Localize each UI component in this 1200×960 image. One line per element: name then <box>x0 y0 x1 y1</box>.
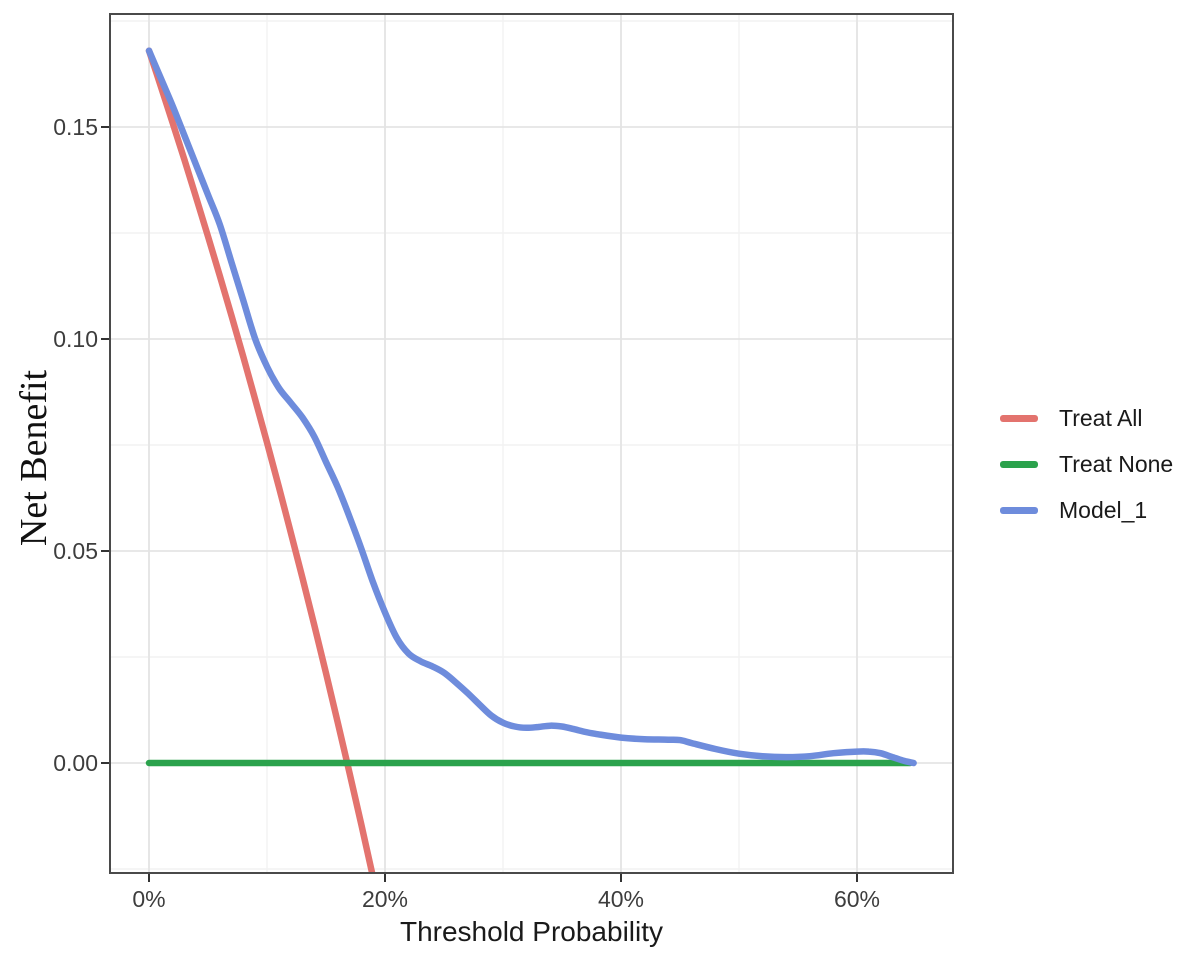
legend-label: Treat None <box>1059 451 1174 477</box>
x-axis-tick-label: 0% <box>132 886 166 912</box>
legend-item-model-1: Model_1 <box>1000 497 1173 524</box>
x-axis-title: Threshold Probability <box>399 916 664 947</box>
legend-label: Treat All <box>1059 405 1143 431</box>
panel-border <box>109 13 954 874</box>
panel-background <box>110 14 953 873</box>
legend: Treat All Treat None Model_1 <box>1000 405 1173 524</box>
x-axis-tick-label: 20% <box>361 886 409 912</box>
y-axis-tick-label: 0.05 <box>53 538 98 564</box>
legend-key-treat-all <box>1000 415 1038 422</box>
legend-item-treat-none: Treat None <box>1000 451 1173 478</box>
y-axis-tick-label: 0.00 <box>53 750 98 776</box>
series-group <box>145 47 917 873</box>
x-axis-tick-label: 60% <box>833 886 881 912</box>
legend-key-model-1 <box>1000 507 1038 514</box>
y-axis-tick-label: 0.10 <box>53 326 98 352</box>
series-line-model-1 <box>145 47 917 767</box>
legend-item-treat-all: Treat All <box>1000 405 1173 432</box>
y-axis-tick-label: 0.15 <box>53 114 98 140</box>
x-axis-tick-label: 40% <box>597 886 645 912</box>
legend-label: Model_1 <box>1059 497 1148 523</box>
legend-key-treat-none <box>1000 461 1038 468</box>
y-axis-title: Net Benefit <box>13 369 55 547</box>
series-line-treat-all <box>145 47 376 873</box>
